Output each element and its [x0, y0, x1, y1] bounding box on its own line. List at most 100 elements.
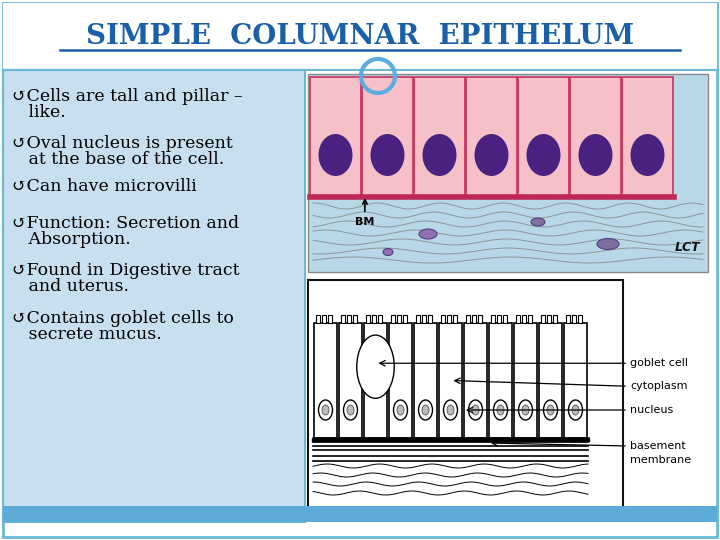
- FancyBboxPatch shape: [466, 315, 470, 323]
- FancyBboxPatch shape: [478, 315, 482, 323]
- Ellipse shape: [526, 134, 560, 176]
- FancyBboxPatch shape: [516, 315, 520, 323]
- Text: nucleus: nucleus: [630, 405, 673, 415]
- Text: goblet cell: goblet cell: [630, 358, 688, 368]
- Text: basement: basement: [630, 441, 685, 451]
- Text: ↺Function: Secretion and: ↺Function: Secretion and: [12, 215, 239, 232]
- FancyBboxPatch shape: [441, 315, 445, 323]
- FancyBboxPatch shape: [341, 315, 345, 323]
- Ellipse shape: [472, 405, 479, 415]
- Text: SIMPLE  COLUMNAR  EPITHELUM: SIMPLE COLUMNAR EPITHELUM: [86, 24, 634, 51]
- FancyBboxPatch shape: [316, 315, 320, 323]
- FancyBboxPatch shape: [314, 323, 337, 438]
- Ellipse shape: [497, 405, 504, 415]
- FancyBboxPatch shape: [514, 323, 537, 438]
- Ellipse shape: [383, 248, 393, 255]
- FancyBboxPatch shape: [364, 323, 387, 438]
- FancyBboxPatch shape: [518, 77, 569, 197]
- Ellipse shape: [347, 405, 354, 415]
- Ellipse shape: [318, 400, 333, 420]
- Text: like.: like.: [12, 104, 66, 121]
- FancyBboxPatch shape: [3, 3, 717, 70]
- Ellipse shape: [493, 400, 508, 420]
- FancyBboxPatch shape: [322, 315, 326, 323]
- Ellipse shape: [356, 335, 395, 399]
- Ellipse shape: [419, 229, 437, 239]
- Text: and uterus.: and uterus.: [12, 278, 129, 295]
- FancyBboxPatch shape: [3, 3, 717, 537]
- Ellipse shape: [578, 134, 613, 176]
- Ellipse shape: [422, 405, 429, 415]
- Ellipse shape: [469, 400, 482, 420]
- FancyBboxPatch shape: [3, 506, 717, 522]
- FancyBboxPatch shape: [497, 315, 501, 323]
- FancyBboxPatch shape: [453, 315, 457, 323]
- Text: ↺Oval nucleus is present: ↺Oval nucleus is present: [12, 135, 233, 152]
- Ellipse shape: [318, 134, 353, 176]
- Ellipse shape: [597, 239, 619, 249]
- Ellipse shape: [343, 400, 358, 420]
- FancyBboxPatch shape: [366, 315, 370, 323]
- Text: LCT: LCT: [675, 241, 700, 254]
- FancyBboxPatch shape: [566, 315, 570, 323]
- Ellipse shape: [547, 405, 554, 415]
- FancyBboxPatch shape: [522, 315, 526, 323]
- Ellipse shape: [447, 405, 454, 415]
- Ellipse shape: [418, 400, 433, 420]
- FancyBboxPatch shape: [622, 77, 673, 197]
- FancyBboxPatch shape: [339, 323, 362, 438]
- FancyBboxPatch shape: [389, 323, 412, 438]
- Ellipse shape: [444, 400, 457, 420]
- Ellipse shape: [631, 134, 665, 176]
- Ellipse shape: [397, 405, 404, 415]
- Ellipse shape: [518, 400, 533, 420]
- Ellipse shape: [544, 400, 557, 420]
- FancyBboxPatch shape: [553, 315, 557, 323]
- Ellipse shape: [322, 405, 329, 415]
- FancyBboxPatch shape: [489, 323, 512, 438]
- Ellipse shape: [572, 405, 579, 415]
- FancyBboxPatch shape: [472, 315, 476, 323]
- FancyBboxPatch shape: [570, 77, 621, 197]
- FancyBboxPatch shape: [362, 77, 413, 197]
- FancyBboxPatch shape: [541, 315, 545, 323]
- FancyBboxPatch shape: [564, 323, 587, 438]
- Ellipse shape: [394, 400, 408, 420]
- FancyBboxPatch shape: [447, 315, 451, 323]
- Ellipse shape: [522, 405, 529, 415]
- Text: at the base of the cell.: at the base of the cell.: [12, 151, 224, 168]
- FancyBboxPatch shape: [310, 77, 361, 197]
- FancyBboxPatch shape: [3, 70, 305, 522]
- FancyBboxPatch shape: [466, 77, 517, 197]
- FancyBboxPatch shape: [397, 315, 401, 323]
- Text: ↺Contains goblet cells to: ↺Contains goblet cells to: [12, 310, 234, 327]
- FancyBboxPatch shape: [414, 77, 465, 197]
- FancyBboxPatch shape: [347, 315, 351, 323]
- FancyBboxPatch shape: [428, 315, 432, 323]
- Ellipse shape: [474, 134, 508, 176]
- Text: ↺Found in Digestive tract: ↺Found in Digestive tract: [12, 262, 240, 279]
- FancyBboxPatch shape: [503, 315, 507, 323]
- FancyBboxPatch shape: [378, 315, 382, 323]
- FancyBboxPatch shape: [491, 315, 495, 323]
- FancyBboxPatch shape: [308, 74, 708, 272]
- Text: cytoplasm: cytoplasm: [630, 381, 688, 391]
- Text: Absorption.: Absorption.: [12, 231, 131, 248]
- FancyBboxPatch shape: [528, 315, 532, 323]
- FancyBboxPatch shape: [328, 315, 332, 323]
- Text: membrane: membrane: [630, 455, 691, 465]
- Ellipse shape: [531, 218, 545, 226]
- Text: ↺Cells are tall and pillar –: ↺Cells are tall and pillar –: [12, 88, 243, 105]
- FancyBboxPatch shape: [572, 315, 576, 323]
- Ellipse shape: [423, 134, 456, 176]
- FancyBboxPatch shape: [578, 315, 582, 323]
- FancyBboxPatch shape: [422, 315, 426, 323]
- Text: BM: BM: [355, 200, 374, 227]
- Text: secrete mucus.: secrete mucus.: [12, 326, 162, 343]
- Text: ↺Can have microvilli: ↺Can have microvilli: [12, 178, 197, 195]
- FancyBboxPatch shape: [414, 323, 437, 438]
- Ellipse shape: [371, 134, 405, 176]
- FancyBboxPatch shape: [416, 315, 420, 323]
- FancyBboxPatch shape: [308, 280, 623, 510]
- FancyBboxPatch shape: [372, 315, 376, 323]
